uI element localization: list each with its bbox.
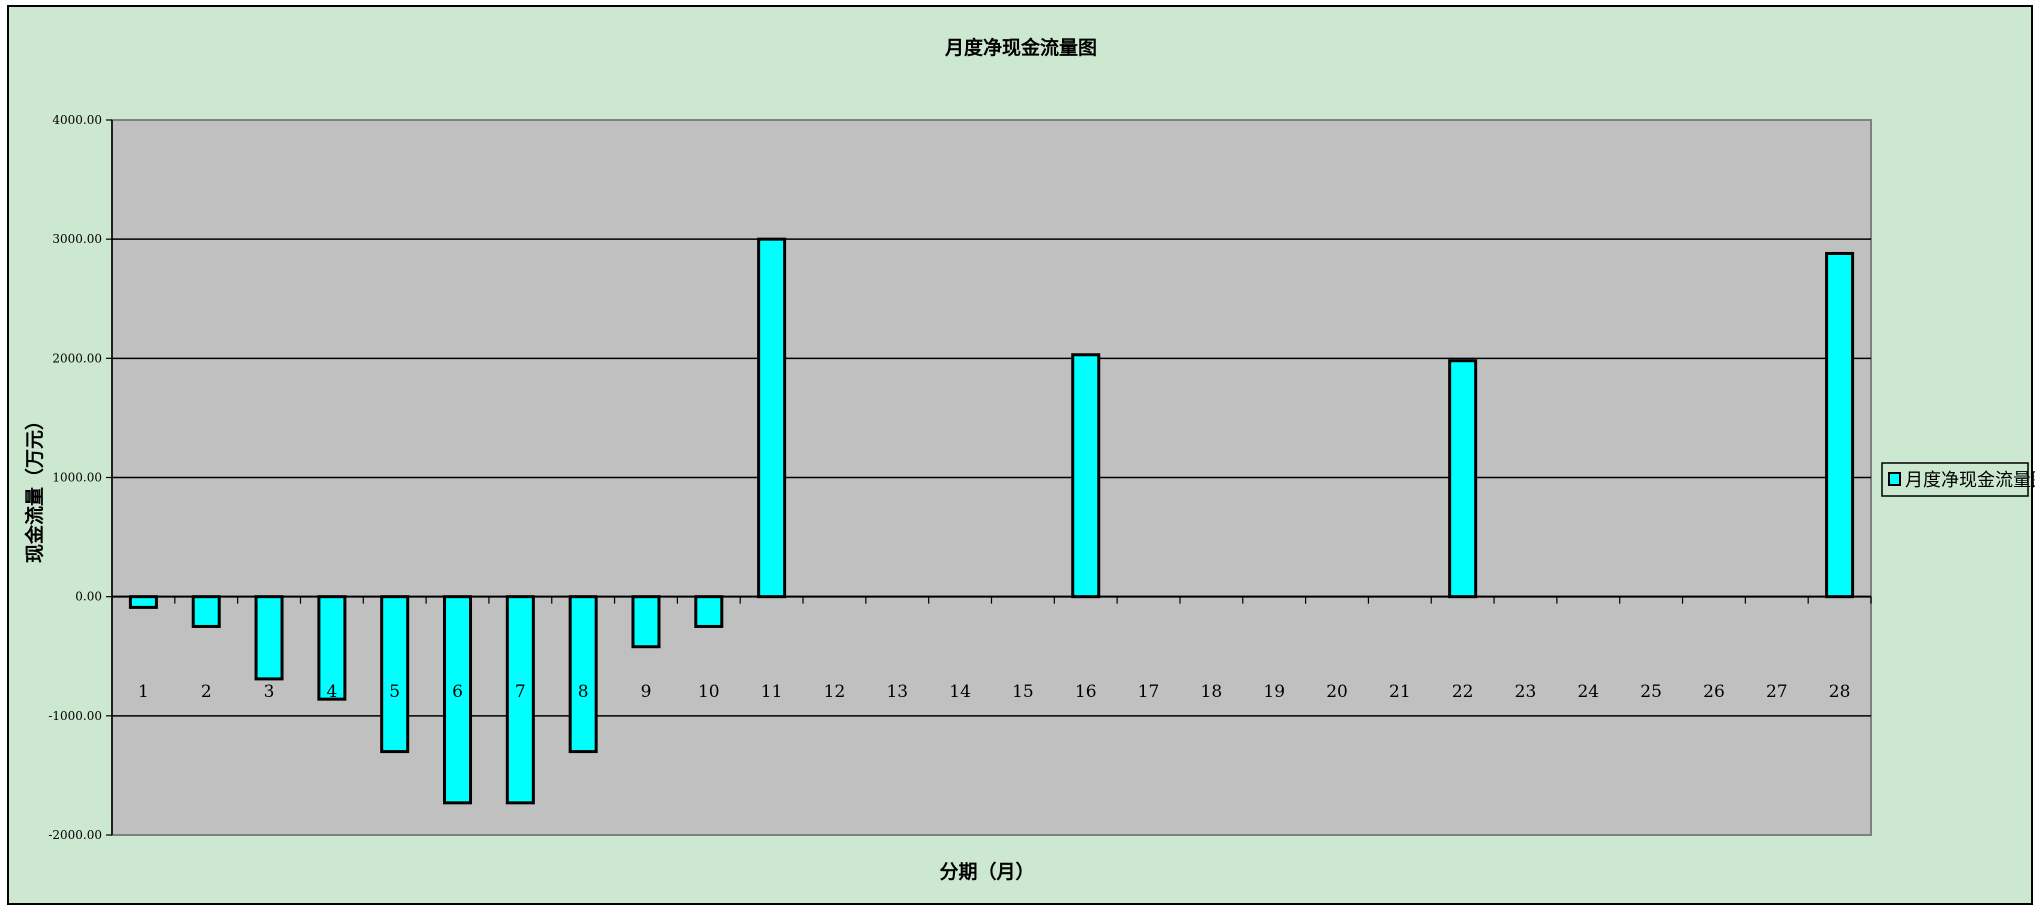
y-tick-label: 2000.00 — [52, 351, 102, 365]
x-tick-label: 26 — [1703, 682, 1725, 702]
legend-swatch — [1888, 472, 1901, 486]
x-tick-label: 14 — [949, 682, 971, 702]
x-tick-label: 12 — [824, 682, 846, 702]
x-tick-label: 24 — [1577, 682, 1599, 702]
bar-10 — [694, 595, 724, 628]
x-tick-label: 4 — [326, 682, 337, 702]
x-tick-label: 25 — [1640, 682, 1662, 702]
x-tick-label: 10 — [698, 682, 720, 702]
chart-title: 月度净现金流量图 — [944, 36, 1097, 59]
y-axis-label: 现金流量（万元） — [23, 411, 46, 563]
x-tick-label: 5 — [389, 682, 400, 702]
x-tick-label: 22 — [1452, 682, 1474, 702]
bar-28 — [1825, 251, 1855, 599]
x-tick-label: 8 — [578, 682, 589, 702]
bar-22 — [1448, 359, 1478, 599]
x-tick-label: 27 — [1766, 682, 1788, 702]
x-tick-label: 6 — [452, 682, 463, 702]
y-tick-label: 3000.00 — [52, 232, 102, 246]
bar-16 — [1071, 353, 1101, 599]
x-tick-label: 2 — [201, 682, 212, 702]
y-tick-label: 4000.00 — [52, 113, 102, 127]
bar-7 — [505, 595, 535, 805]
bar-5 — [380, 595, 410, 754]
bar-6 — [443, 595, 473, 805]
x-tick-label: 28 — [1829, 682, 1851, 702]
x-tick-label: 7 — [515, 682, 526, 702]
x-tick-label: 13 — [886, 682, 908, 702]
bar-3 — [254, 595, 284, 681]
bar-8 — [568, 595, 598, 754]
y-tick-label: 0.00 — [75, 590, 102, 604]
x-tick-label: 21 — [1389, 682, 1411, 702]
x-tick-label: 15 — [1012, 682, 1034, 702]
chart-canvas: 月度净现金流量图 -2000.00 -1000.00 0.00 1000.00 2000… — [23, 36, 2035, 883]
bar-11 — [757, 237, 787, 599]
y-tick-label: -1000.00 — [48, 709, 102, 723]
bar-9 — [631, 595, 661, 649]
y-tick-label: -2000.00 — [48, 828, 102, 842]
x-tick-label: 18 — [1201, 682, 1223, 702]
x-tick-label: 17 — [1138, 682, 1160, 702]
x-tick-label: 1 — [138, 682, 149, 702]
x-tick-label: 3 — [264, 682, 275, 702]
bar-1 — [128, 595, 158, 609]
legend: 月度净现金流量图 — [1881, 462, 2035, 497]
y-tick-label: 1000.00 — [52, 471, 102, 485]
legend-box — [1881, 462, 2029, 497]
x-tick-label: 9 — [641, 682, 652, 702]
chart-frame: 月度净现金流量图 -2000.00 -1000.00 0.00 1000.00 2000… — [7, 5, 2035, 905]
x-tick-label: 16 — [1075, 682, 1097, 702]
x-tick-label: 11 — [761, 682, 783, 702]
x-tick-label: 23 — [1515, 682, 1537, 702]
plot-area: -2000.00 -1000.00 0.00 1000.00 2000.00 3000.0… — [48, 113, 1872, 842]
x-axis-label: 分期（月） — [939, 860, 1034, 883]
x-tick-label: 19 — [1263, 682, 1285, 702]
bar-2 — [191, 595, 221, 628]
x-tick-label: 20 — [1326, 682, 1348, 702]
legend-label: 月度净现金流量图 — [1905, 470, 2035, 491]
